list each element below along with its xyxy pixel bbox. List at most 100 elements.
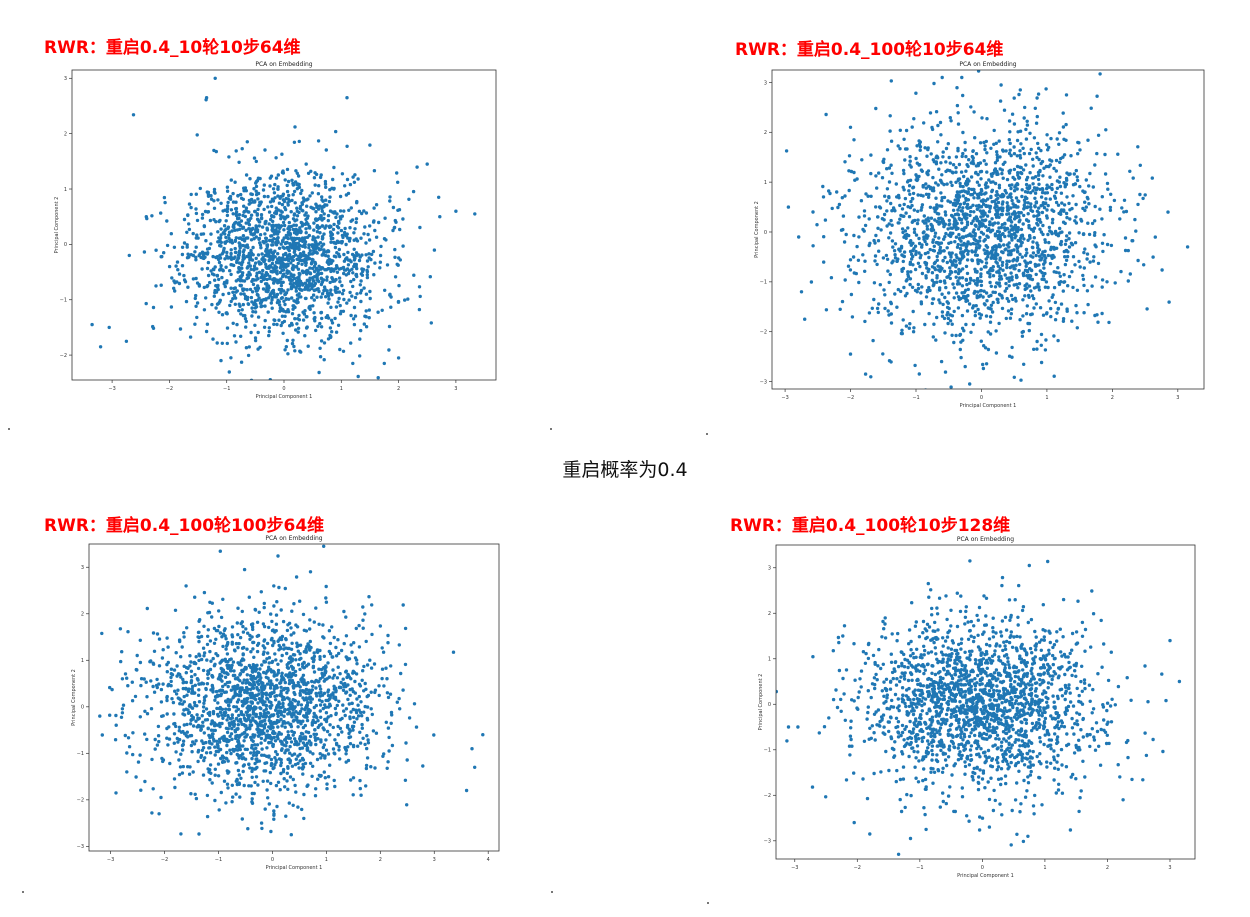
data-point (1022, 207, 1026, 211)
data-point (365, 746, 369, 751)
data-point (1071, 255, 1076, 259)
data-point (924, 186, 928, 190)
data-point (319, 266, 324, 270)
data-point (960, 250, 964, 254)
data-point (314, 210, 318, 214)
data-point (237, 302, 241, 306)
data-point (279, 608, 283, 612)
data-point (1041, 174, 1045, 178)
data-point (969, 209, 973, 214)
data-point (925, 154, 929, 158)
data-point (232, 334, 237, 338)
data-point (1007, 234, 1011, 238)
data-point (950, 333, 954, 337)
data-point (239, 192, 243, 197)
data-point (291, 698, 295, 702)
data-point (889, 360, 893, 364)
data-point (1089, 106, 1093, 110)
data-point (225, 206, 230, 211)
data-point (938, 251, 942, 255)
data-point (1005, 296, 1009, 301)
data-point (947, 218, 951, 223)
data-point (295, 206, 299, 210)
data-point (991, 265, 995, 269)
data-point (322, 743, 326, 747)
data-point (973, 310, 978, 314)
data-point (254, 159, 258, 164)
data-point (954, 180, 958, 184)
data-point (317, 691, 321, 695)
data-point (876, 215, 880, 219)
data-point (241, 226, 245, 230)
data-point (1048, 175, 1052, 179)
data-point (946, 310, 950, 315)
data-point (374, 203, 379, 207)
data-point (1036, 177, 1041, 182)
data-point (279, 291, 283, 295)
data-point (1064, 258, 1069, 262)
data-point (292, 189, 297, 194)
data-point (958, 236, 962, 240)
data-point (255, 267, 259, 271)
data-point (230, 229, 234, 233)
data-point (207, 711, 211, 716)
data-point (233, 180, 237, 184)
data-point (336, 733, 340, 737)
data-point (1131, 176, 1135, 180)
data-point (282, 228, 286, 232)
data-point (273, 756, 277, 760)
x-tick-label: 3 (454, 386, 457, 392)
data-point (931, 297, 936, 301)
data-point (172, 245, 177, 249)
data-point (202, 651, 207, 655)
data-point (215, 255, 219, 259)
data-point (901, 230, 905, 235)
data-point (215, 302, 220, 306)
data-point (256, 783, 260, 787)
data-point (261, 298, 265, 302)
data-point (974, 204, 979, 208)
data-point (249, 295, 254, 300)
data-point (997, 292, 1002, 296)
data-point (352, 264, 356, 269)
data-point (378, 253, 383, 258)
data-point (942, 249, 946, 253)
data-point (1019, 142, 1023, 146)
data-point (185, 230, 189, 234)
data-point (876, 310, 880, 315)
data-point (1022, 213, 1026, 218)
data-point (386, 760, 390, 764)
data-point (298, 689, 303, 693)
data-point (945, 275, 949, 279)
data-point (169, 232, 173, 236)
data-point (239, 219, 244, 223)
data-point (339, 648, 344, 653)
data-point (953, 61, 956, 64)
data-point (356, 177, 360, 181)
data-point (914, 91, 918, 95)
data-point (277, 318, 281, 322)
data-point (364, 309, 368, 313)
data-point (359, 328, 363, 333)
data-point (328, 326, 333, 330)
data-point (395, 700, 399, 704)
data-point (279, 659, 283, 663)
panel-title-2: RWR：重启0.4_100轮10步64维 (735, 40, 1004, 60)
data-point (292, 140, 297, 144)
data-point (926, 250, 930, 255)
data-point (252, 232, 257, 236)
data-point (1025, 119, 1029, 123)
data-point (234, 149, 238, 153)
x-tick-label: 1 (1045, 395, 1048, 401)
data-point (1029, 289, 1033, 293)
data-point (941, 258, 945, 263)
data-point (1126, 279, 1130, 283)
data-point (1036, 92, 1041, 96)
data-point (349, 206, 353, 210)
data-point (925, 171, 929, 175)
data-point (955, 201, 959, 206)
data-point (275, 322, 279, 327)
data-point (931, 186, 936, 190)
data-point (251, 753, 256, 758)
data-point (326, 752, 331, 756)
